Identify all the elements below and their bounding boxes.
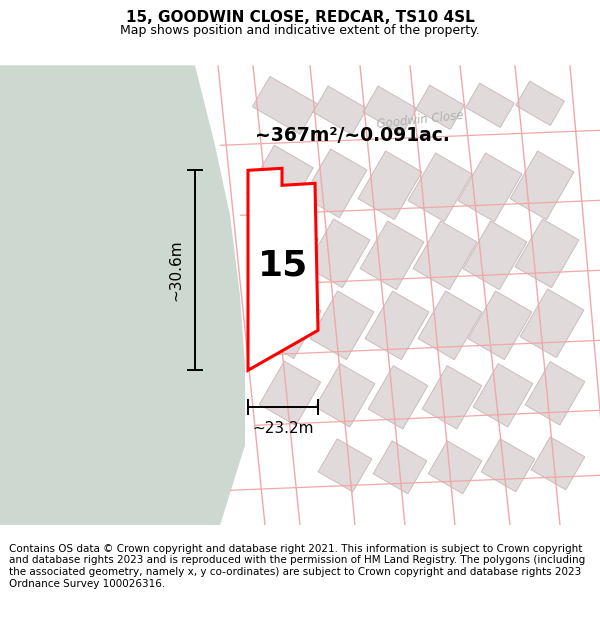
Polygon shape xyxy=(368,366,428,429)
Polygon shape xyxy=(318,439,372,492)
Text: Contains OS data © Crown copyright and database right 2021. This information is : Contains OS data © Crown copyright and d… xyxy=(9,544,585,589)
Text: 15, GOODWIN CLOSE, REDCAR, TS10 4SL: 15, GOODWIN CLOSE, REDCAR, TS10 4SL xyxy=(125,10,475,25)
Text: Map shows position and indicative extent of the property.: Map shows position and indicative extent… xyxy=(120,24,480,36)
Polygon shape xyxy=(466,83,514,127)
Polygon shape xyxy=(515,81,565,126)
Polygon shape xyxy=(515,219,579,288)
Polygon shape xyxy=(428,441,482,494)
Polygon shape xyxy=(252,216,318,286)
Polygon shape xyxy=(259,361,320,426)
Polygon shape xyxy=(422,366,482,429)
Text: ~367m²/~0.091ac.: ~367m²/~0.091ac. xyxy=(255,126,450,145)
Polygon shape xyxy=(473,364,533,427)
Polygon shape xyxy=(458,153,522,222)
Polygon shape xyxy=(520,289,584,357)
Text: ~23.2m: ~23.2m xyxy=(252,421,314,436)
Polygon shape xyxy=(418,291,482,359)
Polygon shape xyxy=(360,221,424,289)
Text: Goodwin Close: Goodwin Close xyxy=(376,109,464,131)
Polygon shape xyxy=(306,219,370,288)
Polygon shape xyxy=(247,145,313,216)
Polygon shape xyxy=(315,364,375,427)
Polygon shape xyxy=(416,85,464,129)
Polygon shape xyxy=(525,362,585,425)
Polygon shape xyxy=(481,439,535,492)
Polygon shape xyxy=(253,76,317,134)
Polygon shape xyxy=(358,151,422,219)
Text: ~30.6m: ~30.6m xyxy=(168,239,183,301)
Polygon shape xyxy=(531,437,585,490)
Polygon shape xyxy=(408,153,472,222)
Polygon shape xyxy=(255,288,321,358)
Polygon shape xyxy=(248,168,318,370)
Polygon shape xyxy=(510,151,574,219)
Polygon shape xyxy=(468,291,532,359)
Polygon shape xyxy=(463,221,527,289)
Polygon shape xyxy=(373,441,427,494)
Polygon shape xyxy=(365,291,429,359)
Polygon shape xyxy=(413,221,477,289)
Polygon shape xyxy=(310,291,374,359)
Text: 15: 15 xyxy=(258,248,308,282)
Polygon shape xyxy=(313,86,367,134)
Polygon shape xyxy=(0,65,245,525)
Polygon shape xyxy=(303,149,367,218)
Polygon shape xyxy=(363,86,417,134)
